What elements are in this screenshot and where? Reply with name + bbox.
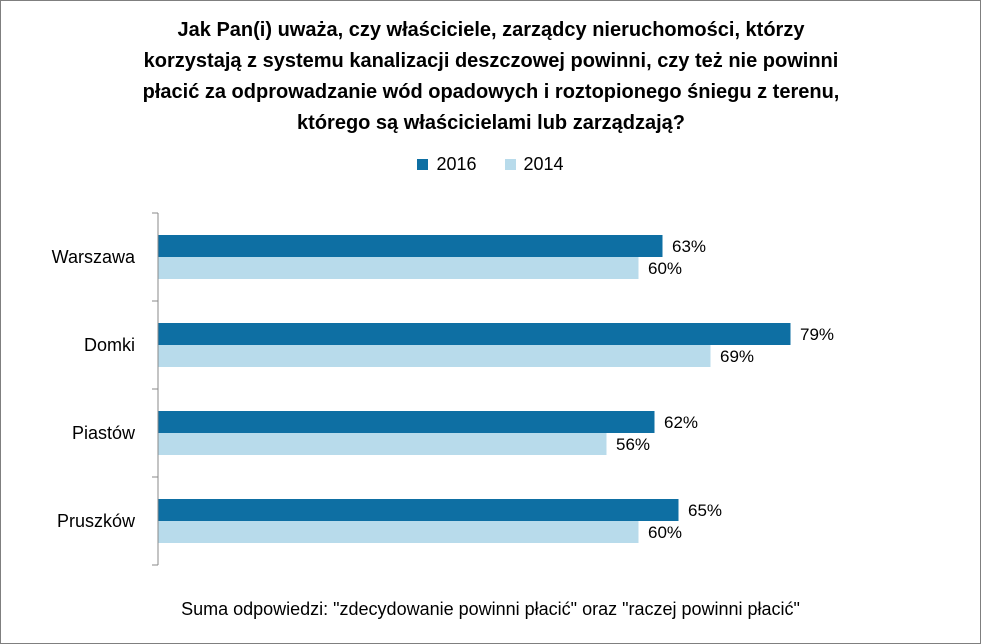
category-label: Pruszków [57, 511, 136, 531]
legend-label-2016: 2016 [436, 154, 477, 174]
data-label-2014: 60% [648, 523, 682, 542]
bar-2016 [158, 499, 679, 521]
chart-legend: 2016 2014 [1, 154, 980, 175]
chart-footnote: Suma odpowiedzi: "zdecydowanie powinni p… [181, 599, 800, 619]
bar-2016 [158, 411, 655, 433]
data-label-2014: 60% [648, 259, 682, 278]
bar-2016 [158, 323, 791, 345]
legend-label-2014: 2014 [523, 154, 564, 174]
category-label: Warszawa [52, 247, 136, 267]
bar-2014 [158, 345, 711, 367]
data-label-2016: 62% [664, 413, 698, 432]
chart-title: Jak Pan(i) uważa, czy właściciele, zarzą… [61, 15, 921, 139]
legend-swatch-2016 [417, 159, 429, 170]
data-label-2016: 65% [688, 501, 722, 520]
data-label-2016: 63% [672, 237, 706, 256]
data-label-2014: 69% [720, 347, 754, 366]
category-label: Domki [84, 335, 135, 355]
bar-2014 [158, 257, 639, 279]
legend-item-2016: 2016 [417, 154, 477, 175]
data-label-2016: 79% [800, 325, 834, 344]
data-label-2014: 56% [616, 435, 650, 454]
bar-2016 [158, 235, 663, 257]
legend-item-2014: 2014 [504, 154, 564, 175]
bar-2014 [158, 433, 607, 455]
bar-2014 [158, 521, 639, 543]
chart-title-line: korzystają z systemu kanalizacji deszczo… [143, 50, 839, 72]
category-label: Piastów [72, 423, 136, 443]
legend-swatch-2014 [504, 159, 516, 170]
chart-title-line: którego są właścicielami lub zarządzają? [297, 112, 685, 134]
chart-title-line: płacić za odprowadzanie wód opadowych i … [142, 81, 840, 103]
chart-title-line: Jak Pan(i) uważa, czy właściciele, zarzą… [177, 19, 805, 41]
